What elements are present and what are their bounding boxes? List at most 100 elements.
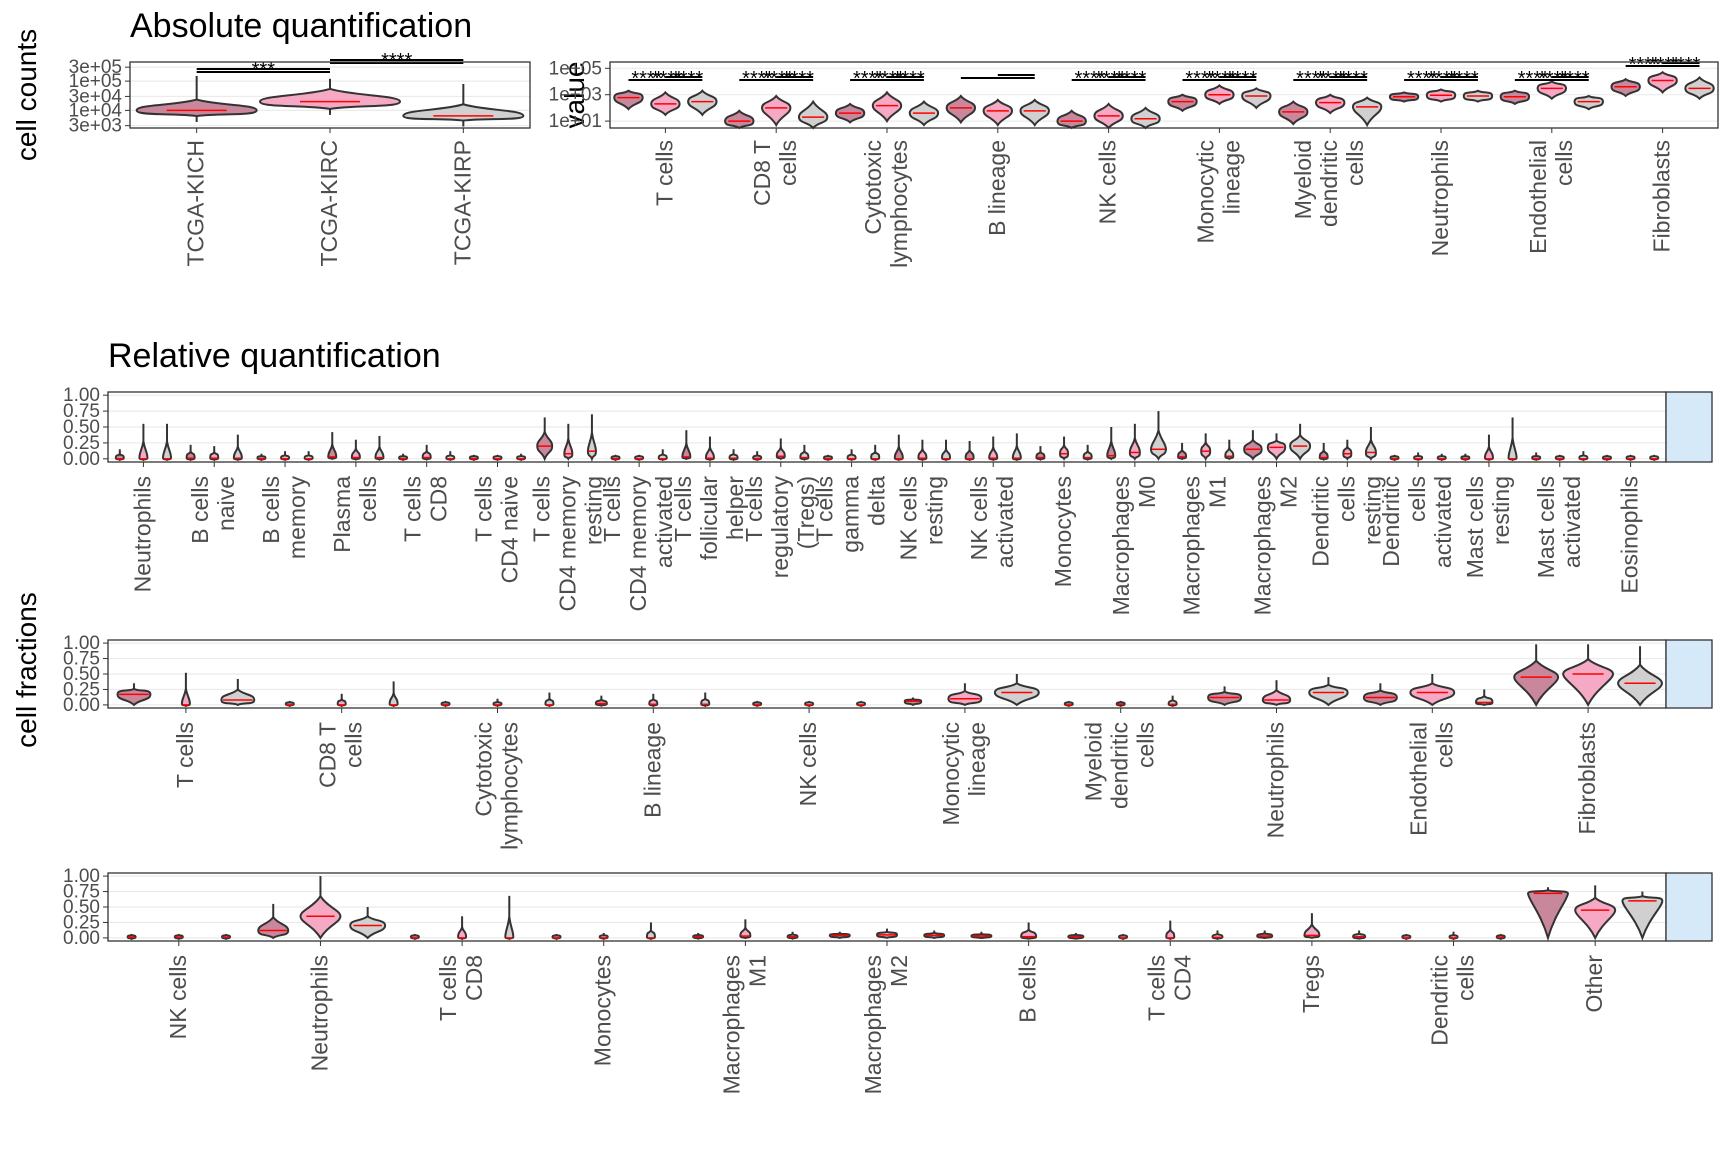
violin	[544, 696, 555, 708]
cibersort-xtick-line: Macrophages	[1179, 476, 1205, 615]
cibersort-xtick-line: T cells	[599, 476, 625, 542]
cibersort-xtick-line: T cells	[670, 476, 696, 542]
mcpcounter-ytick-label: 0.50	[63, 664, 100, 685]
violin-0	[135, 98, 258, 118]
significance-label: ****	[1649, 54, 1680, 76]
cibersort-xtick-label: T cellsregulatory(Tregs)	[741, 476, 819, 579]
violin	[941, 445, 952, 462]
cibersort-xtick-line: activated	[992, 476, 1018, 568]
mcpcounter-xtick-line: cells	[1133, 722, 1159, 768]
significance-label: ****	[1337, 68, 1368, 90]
quantiseq-xtick-line: Macrophages	[718, 955, 744, 1094]
violin	[1266, 438, 1287, 462]
mcpcounter-ytick-label: 0.00	[63, 695, 100, 716]
violin	[349, 914, 387, 940]
quantiseq-xtick-line: Other	[1581, 955, 1607, 1013]
cibersort-strip	[1665, 391, 1713, 463]
cibersort-xtick-label: B cellsmemory	[258, 476, 310, 560]
violin	[1507, 438, 1518, 462]
mcpcounter-xtick-line: B lineage	[639, 722, 665, 818]
counts-ytick-label: 1e+04	[69, 100, 123, 121]
quantiseq-xtick-label: Other	[1581, 955, 1607, 1013]
cibersort-xtick-line: Mast cells	[1533, 476, 1559, 578]
cibersort-ytick-label: 0.50	[63, 417, 100, 438]
cibersort-xtick-line: activated	[651, 476, 677, 568]
fractions-ylabel: cell fractions	[11, 592, 42, 748]
violin	[1211, 932, 1224, 941]
mcpcounter-xtick-line: Monocytic	[938, 722, 964, 826]
significance-label: ****	[1075, 68, 1106, 90]
significance-label: ***	[252, 59, 276, 81]
violin	[1261, 688, 1292, 707]
cibersort-xtick-line: Dendritic	[1307, 476, 1333, 567]
violin	[457, 923, 468, 941]
violin	[1562, 657, 1615, 708]
cibersort-xtick-label: T cellsCD4 naive	[471, 476, 523, 583]
violin	[893, 446, 904, 462]
significance-label: ****	[381, 50, 412, 72]
cibersort-xtick-line: Monocytes	[1050, 476, 1076, 587]
mcpcounter-ytick-label: 0.25	[63, 679, 100, 700]
cibersort-xtick-label: Plasmacells	[329, 476, 381, 553]
violin-1	[258, 87, 402, 110]
cibersort-xtick-line: CD4 memory	[625, 476, 651, 612]
quantiseq-ytick-label: 0.50	[63, 897, 100, 918]
quantiseq-strip	[1665, 872, 1713, 942]
violin	[1513, 659, 1560, 708]
value-xtick-line: NK cells	[1095, 140, 1121, 224]
quantiseq-xtick-line: T cells	[435, 955, 461, 1021]
violin	[374, 446, 385, 461]
significance-label: ****	[1185, 68, 1216, 90]
counts-xtick-label: TCGA-KICH	[183, 140, 209, 267]
quantiseq-xtick-label: Neutrophils	[306, 955, 332, 1071]
cibersort-xtick-line: CD8	[426, 476, 452, 522]
cibersort-ytick-label: 0.25	[63, 433, 100, 454]
cibersort-xtick-line: Dendritic	[1378, 476, 1404, 567]
violin	[917, 445, 928, 462]
cibersort-xtick-line: CD4 naive	[497, 476, 523, 583]
violin	[1165, 926, 1176, 941]
mcpcounter-xtick-line: CD8 T	[315, 722, 341, 788]
absolute-title: Absolute quantification	[130, 7, 472, 45]
mcpcounter-xtick-label: Fibroblasts	[1574, 722, 1600, 834]
cibersort-xtick-line: activated	[1430, 476, 1456, 568]
mcpcounter-xtick-line: lymphocytes	[497, 722, 523, 850]
cibersort-xtick-line: M0	[1134, 476, 1160, 508]
value-xtick-line: lymphocytes	[886, 140, 912, 268]
cibersort-xtick-line: activated	[1559, 476, 1585, 568]
cibersort-xtick-line: Plasma	[329, 476, 355, 553]
violin	[988, 447, 999, 462]
violin	[1149, 429, 1167, 462]
violin	[1574, 896, 1617, 941]
mcpcounter-xtick-line: lineage	[964, 722, 990, 796]
violin	[1241, 87, 1272, 110]
quantiseq-xtick-label: MacrophagesM1	[718, 955, 770, 1094]
value-xtick-label: Fibroblasts	[1649, 140, 1675, 252]
value-xtick-label: B lineage	[984, 140, 1010, 236]
violin	[1289, 432, 1312, 462]
cibersort-xtick-line: T cells	[741, 476, 767, 542]
value-xtick-label: T cells	[651, 140, 677, 206]
quantiseq-xtick-line: B cells	[1015, 955, 1041, 1023]
quantiseq-ytick-label: 0.00	[63, 928, 100, 949]
violin	[1315, 93, 1346, 115]
significance-label: ****	[1558, 68, 1589, 90]
counts-xtick-line: TCGA-KICH	[183, 140, 209, 267]
value-xtick-label: Cytotoxiclymphocytes	[860, 140, 912, 268]
significance-label: ****	[873, 68, 904, 90]
cibersort-xtick-label: T cellsgammadelta	[812, 476, 890, 553]
value-xtick-label: CD8 Tcells	[749, 140, 801, 206]
counts-panel-border	[129, 61, 531, 129]
mcpcounter-xtick-line: cells	[341, 722, 367, 768]
violin	[1527, 889, 1569, 942]
mcpcounter-ytick-label: 1.00	[63, 633, 100, 654]
violin	[536, 428, 554, 462]
quantiseq-xtick-line: Neutrophils	[306, 955, 332, 1071]
violin	[964, 446, 975, 462]
cibersort-xtick-label: Dendriticcellsactivated	[1378, 476, 1456, 568]
violin	[138, 441, 149, 462]
violin	[1106, 441, 1117, 461]
violin	[947, 689, 983, 707]
quantiseq-xtick-line: T cells	[1143, 955, 1169, 1021]
